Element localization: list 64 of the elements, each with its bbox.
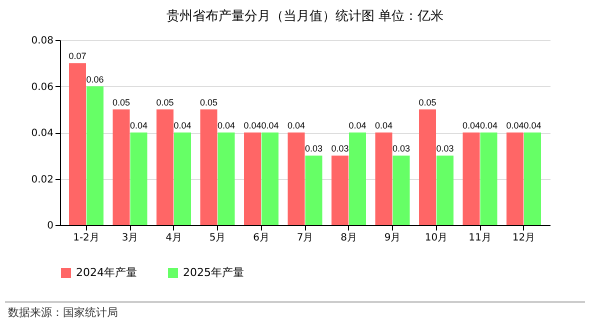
source-note: 数据来源：国家统计局 [8,306,118,319]
data-label: 0.03 [331,144,349,154]
x-tick-label: 6月 [253,232,270,244]
x-tick-label: 1-2月 [73,232,100,244]
bar [69,63,86,225]
bar [200,109,218,225]
legend-label: 2025年产量 [183,266,244,279]
x-tick-label: 8月 [340,232,357,244]
y-tick-label: 0.02 [31,174,54,186]
bar [524,132,541,225]
data-label: 0.04 [348,120,366,130]
data-label: 0.04 [374,120,393,130]
y-tick-label: 0.06 [31,82,54,93]
data-label: 0.06 [86,74,104,84]
bar [262,132,278,225]
data-label: 0.05 [112,97,130,108]
data-label: 0.04 [287,120,306,130]
x-tick-label: 3月 [122,232,138,244]
x-tick-label: 11月 [468,232,492,244]
bar [462,132,480,225]
data-label: 0.05 [418,97,436,108]
data-label: 0.04 [217,120,236,130]
legend-label: 2024年产量 [76,266,137,279]
data-label: 0.05 [200,97,218,108]
data-label: 0.04 [462,120,480,130]
data-label: 0.04 [130,120,148,130]
x-tick-label: 5月 [209,232,226,244]
bar [419,109,436,225]
data-label: 0.05 [156,97,174,108]
data-label: 0.03 [392,144,410,154]
data-label: 0.04 [524,120,542,130]
data-label: 0.04 [174,120,192,130]
data-label: 0.07 [68,51,86,62]
x-tick-label: 7月 [296,232,314,244]
bar [349,132,366,225]
bar [305,156,322,225]
x-tick-label: 12月 [512,232,536,244]
data-label: 0.03 [304,144,323,154]
x-tick-label: 9月 [384,232,401,244]
data-label: 0.04 [506,120,524,130]
bar [332,156,348,225]
y-tick-label: 0.08 [31,36,54,46]
x-tick-label: 4月 [166,232,182,244]
y-tick-label: 0 [47,220,54,232]
bar [218,132,235,225]
data-label: 0.04 [244,120,262,130]
bar [392,156,410,225]
data-label: 0.04 [261,120,279,130]
x-tick-label: 10月 [424,232,448,244]
bar [174,132,191,225]
bar [480,132,498,225]
bar [112,109,130,225]
bar [244,132,261,225]
bar [436,156,454,225]
bar [86,86,104,225]
data-label: 0.03 [436,144,454,154]
bar [130,132,148,225]
bar [156,109,174,225]
data-label: 0.04 [480,120,498,130]
bar [506,132,524,225]
bar [375,132,392,225]
y-tick-label: 0.04 [31,128,54,139]
bar [288,132,305,225]
chart-title: 贵州省布产量分月（当月值）统计图 单位：亿米 [166,9,444,24]
